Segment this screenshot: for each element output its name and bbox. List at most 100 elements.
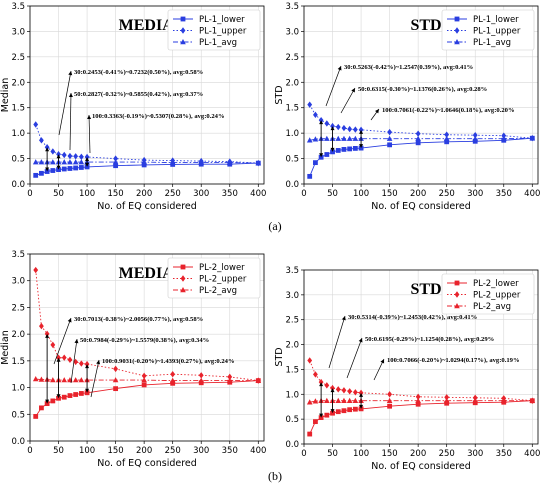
legend-label: PL-1_lower <box>199 15 245 25</box>
series-line <box>309 400 533 403</box>
y-axis-label: Median <box>0 78 11 113</box>
data-point <box>307 173 313 179</box>
x-tick-label: 350 <box>222 189 238 199</box>
x-tick-label: 0 <box>27 189 32 199</box>
y-tick-label: 2.0 <box>11 330 25 340</box>
legend-label: PL-1_avg <box>199 38 237 48</box>
y-axis-label: Median <box>0 330 11 365</box>
annotation-text: 50:0.2827(-0.32%)~0.5855(0.42%), avg:0.3… <box>74 91 203 98</box>
range-arrow-up <box>319 120 324 125</box>
data-point <box>78 360 84 367</box>
data-point <box>358 406 364 412</box>
data-point <box>472 131 478 139</box>
range-arrow-down <box>56 394 61 399</box>
data-point <box>67 159 73 165</box>
y-tick-label: 3.5 <box>285 2 299 12</box>
data-point <box>44 401 50 406</box>
legend-marker <box>180 39 186 45</box>
x-tick-label: 0 <box>27 446 32 456</box>
data-point <box>39 137 44 144</box>
data-point <box>529 135 536 141</box>
data-point <box>335 123 341 131</box>
data-point <box>313 371 318 378</box>
annotation-leader <box>53 317 72 365</box>
annotation: 100:0.3363(-0.19%)~0.5307(0.28%), avg:0.… <box>87 113 225 154</box>
x-tick-label: 350 <box>496 189 512 199</box>
annotation: 50:0.2827(-0.32%)~0.5855(0.42%), avg:0.3… <box>68 91 203 151</box>
data-point <box>312 136 319 142</box>
range-arrow-down <box>319 153 324 158</box>
range-bar <box>319 120 324 158</box>
data-point <box>61 354 67 361</box>
range-bar <box>56 357 61 399</box>
x-tick-label: 200 <box>136 189 152 199</box>
data-point <box>472 397 479 403</box>
series-PL-2_upper <box>307 357 535 404</box>
series-PL-1_avg <box>306 135 536 143</box>
y-tick-label: 2.5 <box>285 53 299 63</box>
annotation-arrowhead <box>375 109 379 114</box>
range-arrow-down <box>45 399 50 404</box>
x-tick-label: 200 <box>410 449 426 459</box>
plot-frame <box>303 5 539 185</box>
y-tick-label: 3.0 <box>11 277 25 287</box>
data-point <box>72 377 79 383</box>
data-point <box>112 159 119 165</box>
data-point <box>307 101 313 108</box>
annotation-arrowhead <box>68 71 73 76</box>
data-point <box>387 403 393 409</box>
data-point <box>335 409 341 415</box>
data-point <box>444 131 450 138</box>
y-tick-label: 0.0 <box>11 437 25 447</box>
data-point <box>313 160 318 166</box>
series-PL-1_lower <box>307 135 535 179</box>
y-tick-label: 0.0 <box>285 440 299 450</box>
y-tick-label: 0.5 <box>11 155 25 165</box>
data-point <box>32 159 39 165</box>
data-point <box>33 172 39 178</box>
data-point <box>44 169 50 174</box>
data-point <box>255 377 262 383</box>
range-arrow-down <box>56 165 61 170</box>
range-arrow-up <box>359 129 364 134</box>
range-arrow-up <box>45 333 50 338</box>
data-point <box>324 135 330 141</box>
chart-1: 0 50 100 150 200 250 300 350 400 0.0 0.5 1.0 1.5 2.0 2… <box>0 2 266 212</box>
series-line <box>309 400 533 435</box>
data-point <box>415 135 421 141</box>
x-tick-label: 0 <box>301 449 306 459</box>
data-point <box>415 397 421 403</box>
plot-frame <box>29 253 265 442</box>
annotation: 100:0.9031(-0.20%)~1.4393(0.27%), avg:0.… <box>90 358 235 398</box>
data-point <box>33 414 39 419</box>
range-bar <box>45 147 50 172</box>
range-arrow-down <box>45 167 50 172</box>
data-point <box>352 146 358 151</box>
x-tick-label: 250 <box>439 189 455 199</box>
legend-marker <box>454 27 460 34</box>
data-point <box>341 397 347 403</box>
y-tick-label: 3.5 <box>285 266 299 276</box>
plot-frame <box>303 269 539 445</box>
annotation-arrowhead <box>68 93 73 98</box>
legend-label: PL-2_upper <box>473 291 521 301</box>
annotation-arrowhead <box>67 318 72 323</box>
data-point <box>313 111 318 119</box>
range-bar <box>85 156 90 167</box>
data-point <box>198 372 204 379</box>
data-point <box>50 168 56 173</box>
data-point <box>169 159 176 165</box>
data-point <box>61 394 67 400</box>
annotation-leader <box>69 92 72 151</box>
annotation-text: 30:0.7013(-0.38%)~2.0056(0.77%), avg:0.5… <box>74 316 203 323</box>
annotation-text: 100:0.7066(-0.20%)~1.0294(0.17%), avg:0.… <box>387 357 520 364</box>
data-point <box>67 356 73 363</box>
data-point <box>198 377 205 383</box>
data-point <box>61 377 68 383</box>
legend-marker <box>454 16 460 22</box>
data-point <box>415 130 421 137</box>
data-point <box>61 166 67 172</box>
legend-marker <box>454 280 460 286</box>
